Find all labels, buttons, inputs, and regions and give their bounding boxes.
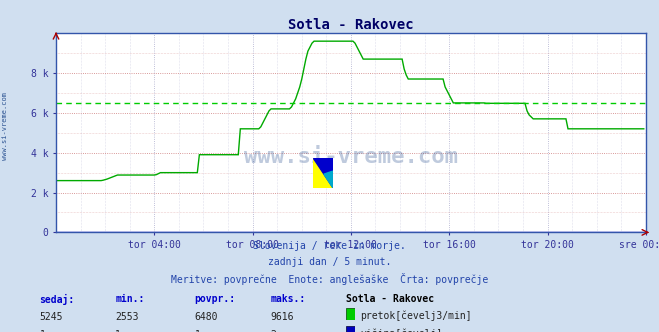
- Text: maks.:: maks.:: [270, 294, 305, 304]
- Text: zadnji dan / 5 minut.: zadnji dan / 5 minut.: [268, 257, 391, 267]
- Text: sedaj:: sedaj:: [40, 294, 74, 305]
- Text: višina[čevelj]: višina[čevelj]: [360, 329, 443, 332]
- Title: Sotla - Rakovec: Sotla - Rakovec: [288, 18, 414, 32]
- Text: 1: 1: [115, 330, 121, 332]
- Text: 5245: 5245: [40, 312, 63, 322]
- Polygon shape: [324, 171, 333, 188]
- Text: 6480: 6480: [194, 312, 218, 322]
- Text: 1: 1: [40, 330, 45, 332]
- Text: Slovenija / reke in morje.: Slovenija / reke in morje.: [253, 241, 406, 251]
- Polygon shape: [313, 158, 333, 188]
- Text: Sotla - Rakovec: Sotla - Rakovec: [346, 294, 434, 304]
- Text: 9616: 9616: [270, 312, 294, 322]
- Text: min.:: min.:: [115, 294, 145, 304]
- Text: 2: 2: [270, 330, 276, 332]
- Text: 2553: 2553: [115, 312, 139, 322]
- Text: www.si-vreme.com: www.si-vreme.com: [2, 92, 9, 160]
- Text: Meritve: povprečne  Enote: anglešaške  Črta: povprečje: Meritve: povprečne Enote: anglešaške Črt…: [171, 273, 488, 285]
- Text: 1: 1: [194, 330, 200, 332]
- Text: povpr.:: povpr.:: [194, 294, 235, 304]
- Polygon shape: [313, 158, 333, 188]
- Text: www.si-vreme.com: www.si-vreme.com: [244, 147, 458, 167]
- Text: pretok[čevelj3/min]: pretok[čevelj3/min]: [360, 310, 472, 321]
